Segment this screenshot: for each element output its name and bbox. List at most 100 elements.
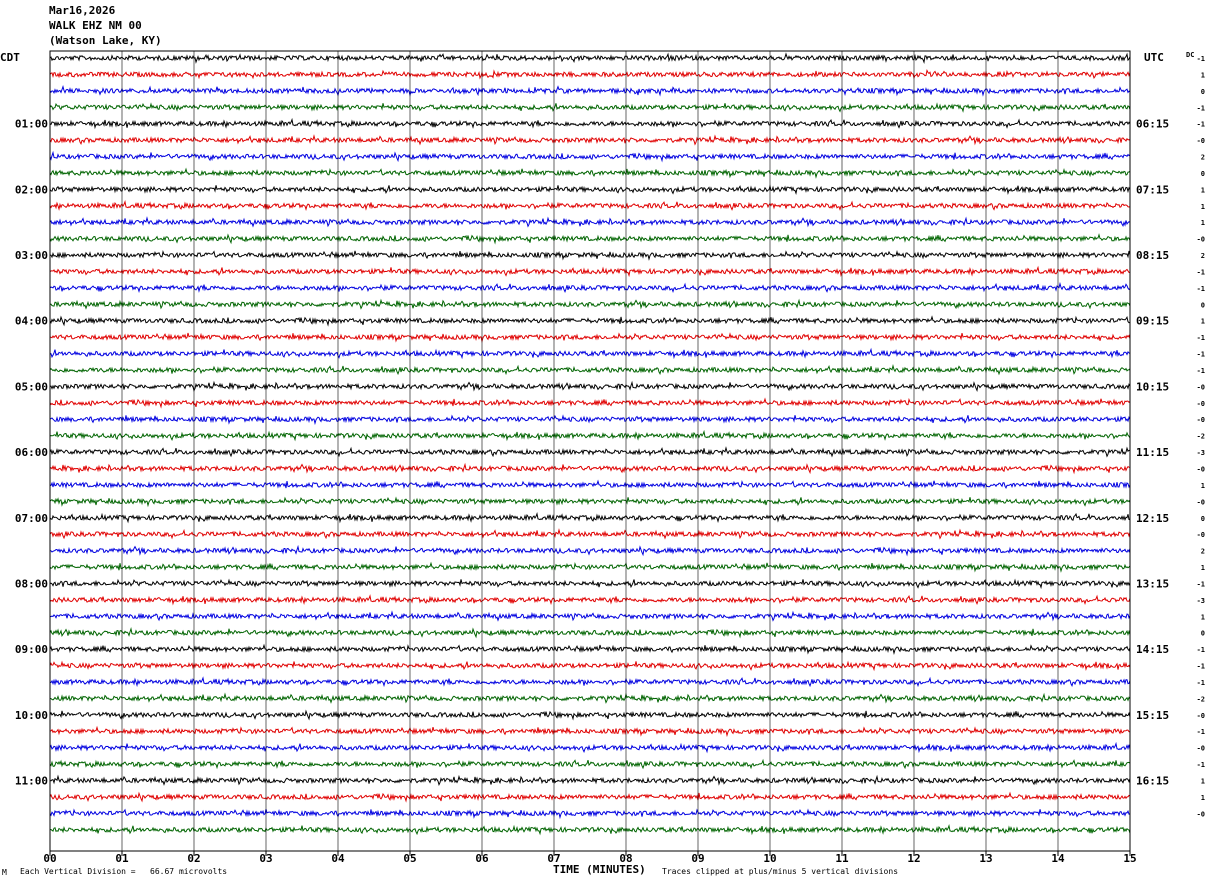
- dc-offset-label: 1: [1201, 71, 1205, 79]
- dc-offset-label: 1: [1201, 203, 1205, 211]
- trace-line: [49, 824, 1131, 836]
- trace-line: [49, 429, 1131, 442]
- dc-offset-label: 0: [1201, 301, 1205, 309]
- x-tick-label: 08: [619, 852, 632, 865]
- trace-line: [49, 692, 1131, 704]
- trace-line: [49, 134, 1131, 146]
- dc-offset-label: 1: [1201, 777, 1205, 785]
- grid-layer: [49, 50, 1131, 856]
- dc-offset-label: -1: [1197, 679, 1205, 687]
- trace-line: [49, 347, 1131, 360]
- right-hour-label: 08:15: [1136, 249, 1169, 262]
- dc-offset-label: -1: [1197, 663, 1205, 671]
- dc-offset-label: -1: [1197, 55, 1205, 63]
- trace-line: [49, 167, 1131, 179]
- trace-line: [49, 380, 1131, 393]
- dc-offset-label: 1: [1201, 482, 1205, 490]
- x-tick-label: 03: [259, 852, 272, 865]
- left-hour-label: 10:00: [15, 709, 48, 722]
- right-hour-label: 11:15: [1136, 446, 1169, 459]
- trace-line: [49, 199, 1131, 211]
- x-tick-label: 10: [763, 852, 776, 865]
- right-hour-label: 16:15: [1136, 774, 1169, 787]
- left-hour-label: 01:00: [15, 118, 48, 131]
- dc-offset-label: -0: [1197, 810, 1205, 818]
- dc-offset-label: 1: [1201, 318, 1205, 326]
- trace-line: [49, 676, 1131, 688]
- x-tick-label: 02: [187, 852, 200, 865]
- left-hour-label: 02:00: [15, 183, 48, 196]
- left-hour-label: 05:00: [15, 380, 48, 393]
- trace-line: [49, 84, 1131, 97]
- x-tick-label: 15: [1123, 852, 1136, 865]
- x-tick-label: 07: [547, 852, 560, 865]
- dc-offset-label: -1: [1197, 334, 1205, 342]
- dc-offset-label: -1: [1197, 351, 1205, 359]
- dc-offset-label: 1: [1201, 613, 1205, 621]
- dc-offset-label: 1: [1201, 794, 1205, 802]
- trace-line: [49, 594, 1131, 606]
- right-hour-label: 10:15: [1136, 380, 1169, 393]
- station-location: (Watson Lake, KY): [49, 34, 162, 47]
- trace-line: [49, 184, 1131, 196]
- x-tick-label: 06: [475, 852, 489, 865]
- dc-offset-label: 0: [1201, 630, 1205, 638]
- right-hour-label: 15:15: [1136, 709, 1169, 722]
- left-hour-label: 03:00: [15, 249, 48, 262]
- dc-offset-label: 2: [1201, 252, 1205, 260]
- dc-offset-label: -1: [1197, 580, 1205, 588]
- x-tick-label: 09: [691, 852, 704, 865]
- left-axis-label: CDT: [0, 51, 20, 64]
- dc-offset-label: -1: [1197, 121, 1205, 129]
- left-hour-label: 06:00: [15, 446, 48, 459]
- clip-note: Traces clipped at plus/minus 5 vertical …: [662, 867, 899, 876]
- dc-offset-label: -1: [1197, 761, 1205, 769]
- trace-line: [49, 363, 1131, 376]
- right-hour-label: 13:15: [1136, 577, 1169, 590]
- trace-line: [49, 643, 1131, 656]
- x-tick-label: 00: [43, 852, 56, 865]
- dc-offset-label: 0: [1201, 515, 1205, 523]
- x-tick-label: 05: [403, 852, 416, 865]
- right-axis-label: UTC: [1144, 51, 1164, 64]
- dc-offset-label: -1: [1197, 646, 1205, 654]
- trace-line: [49, 774, 1131, 786]
- left-hour-label: 08:00: [15, 577, 48, 590]
- trace-line: [49, 332, 1131, 344]
- right-hour-label: 12:15: [1136, 512, 1169, 525]
- dc-offset-label: -2: [1197, 433, 1205, 441]
- trace-line: [49, 709, 1131, 721]
- x-tick-label: 13: [979, 852, 992, 865]
- dc-offset-label: -0: [1197, 400, 1205, 408]
- trace-line: [49, 150, 1131, 163]
- x-tick-label: 04: [331, 852, 345, 865]
- trace-layer: [49, 52, 1131, 836]
- dc-offset-label: 1: [1201, 186, 1205, 194]
- dc-offset-label: -3: [1197, 449, 1205, 457]
- trace-line: [49, 397, 1131, 409]
- dc-offset-label: -1: [1197, 285, 1205, 293]
- dc-label: DC: [1186, 51, 1194, 59]
- trace-line: [49, 250, 1131, 261]
- dc-offset-label: -0: [1197, 466, 1205, 474]
- trace-line: [49, 626, 1131, 639]
- trace-line: [49, 561, 1131, 573]
- x-tick-label: 14: [1051, 852, 1065, 865]
- trace-line: [49, 216, 1131, 228]
- dc-offset-label: -1: [1197, 268, 1205, 276]
- dc-offset-label: -0: [1197, 236, 1205, 244]
- plot-date: Mar16,2026: [49, 4, 116, 17]
- right-hour-label: 06:15: [1136, 118, 1169, 131]
- left-hour-label: 11:00: [15, 774, 48, 787]
- dc-offset-label: -0: [1197, 745, 1205, 753]
- dc-offset-label: 0: [1201, 170, 1205, 178]
- dc-offset-label: 2: [1201, 548, 1205, 556]
- trace-line: [49, 315, 1131, 327]
- trace-line: [49, 528, 1131, 540]
- trace-line: [49, 610, 1131, 622]
- scale-note: Each Vertical Division = 66.67 microvolt…: [20, 867, 228, 876]
- dc-offset-label: 1: [1201, 219, 1205, 227]
- dc-offset-label: -1: [1197, 367, 1205, 375]
